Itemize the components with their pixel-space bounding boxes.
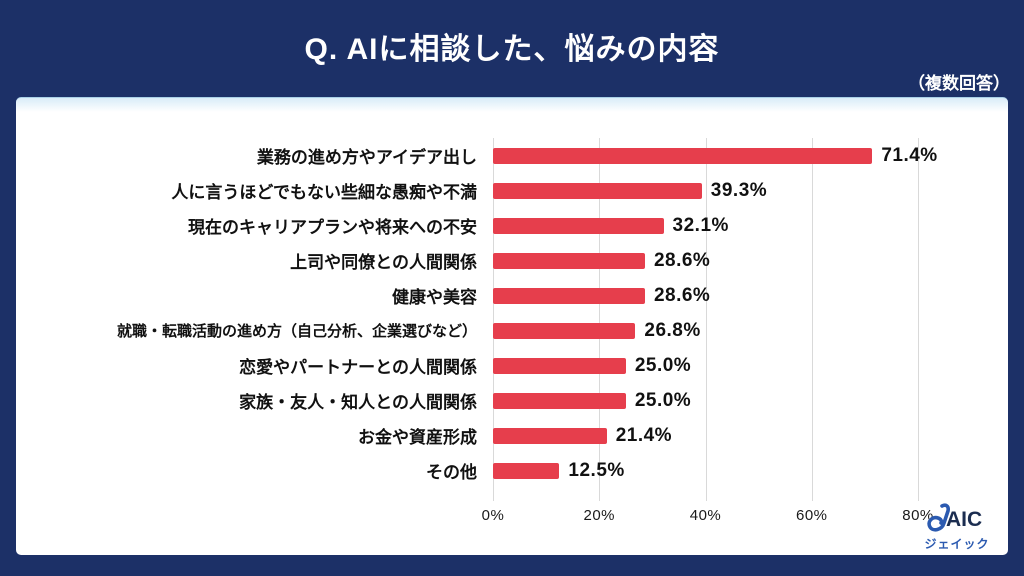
bar [493, 427, 607, 444]
category-label: その他 [426, 463, 477, 482]
bar-row: お金や資産形成 21.4% [16, 418, 1008, 453]
value-label: 12.5% [568, 459, 625, 481]
x-axis: 0% 20% 40% 60% 80% [482, 507, 934, 527]
x-tick: 80% [902, 507, 934, 524]
category-label: 業務の進め方やアイデア出し [256, 148, 477, 167]
bar-row: 現在のキャリアプランや将来への不安 32.1% [16, 208, 1008, 243]
value-label: 21.4% [615, 424, 673, 446]
bar-row: 人に言うほどでもない些細な愚痴や不満 39.3% [16, 173, 1008, 208]
category-label: 恋愛やパートナーとの人間関係 [239, 358, 477, 377]
bar [493, 462, 560, 479]
bar-row: 恋愛やパートナーとの人間関係 25.0% [16, 348, 1008, 383]
category-label: 就職・転職活動の進め方（自己分析、企業選びなど） [116, 323, 477, 340]
category-label: 家族・友人・知人との人間関係 [239, 393, 477, 412]
x-tick: 20% [583, 507, 616, 524]
bar [493, 357, 626, 374]
value-label: 28.6% [653, 249, 711, 271]
jaic-logo-subtitle: ジェイック [924, 537, 990, 551]
title-band: Q. AIに相談した、悩みの内容 （複数回答） [0, 0, 1024, 97]
value-label: 71.4% [881, 144, 938, 166]
category-label: 現在のキャリアプランや将来への不安 [188, 218, 477, 237]
value-label: 25.0% [634, 354, 692, 376]
bar-chart: 業務の進め方やアイデア出し 71.4% 人に言うほどでもない些細な愚痴や不満 3… [16, 138, 1008, 524]
bar-row: 家族・友人・知人との人間関係 25.0% [16, 383, 1008, 418]
bar-rows: 業務の進め方やアイデア出し 71.4% 人に言うほどでもない些細な愚痴や不満 3… [16, 138, 1008, 488]
value-label: 25.0% [634, 389, 692, 411]
value-label: 39.3% [710, 179, 768, 201]
bar [493, 147, 873, 164]
page-title: Q. AIに相談した、悩みの内容 [304, 33, 720, 66]
x-tick: 0% [481, 507, 505, 524]
category-label: 健康や美容 [392, 288, 477, 307]
bar-row: 業務の進め方やアイデア出し 71.4% [16, 138, 1008, 173]
x-tick: 40% [689, 507, 722, 524]
value-label: 32.1% [672, 214, 729, 236]
x-tick: 60% [795, 507, 828, 524]
bar-row: その他 12.5% [16, 453, 1008, 488]
bar [493, 252, 645, 269]
svg-text:AIC: AIC [946, 508, 982, 531]
bar-row: 就職・転職活動の進め方（自己分析、企業選びなど） 26.8% [16, 313, 1008, 348]
category-label: 上司や同僚との人間関係 [290, 253, 477, 272]
chart-card: 業務の進め方やアイデア出し 71.4% 人に言うほどでもない些細な愚痴や不満 3… [16, 97, 1008, 555]
bar [493, 287, 645, 304]
bar-row: 健康や美容 28.6% [16, 278, 1008, 313]
bar [493, 217, 664, 234]
jaic-logo-mark-icon: AIC [927, 503, 982, 532]
bar [493, 182, 702, 199]
bar-row: 上司や同僚との人間関係 28.6% [16, 243, 1008, 278]
category-label: お金や資産形成 [358, 428, 477, 447]
jaic-logo: AIC ジェイック [914, 503, 1000, 550]
value-label: 28.6% [653, 284, 711, 306]
bar [493, 322, 636, 339]
value-label: 26.8% [644, 319, 701, 341]
bar [493, 392, 626, 409]
multiple-answers-note: （複数回答） [908, 74, 1010, 93]
category-label: 人に言うほどでもない些細な愚痴や不満 [171, 183, 477, 202]
